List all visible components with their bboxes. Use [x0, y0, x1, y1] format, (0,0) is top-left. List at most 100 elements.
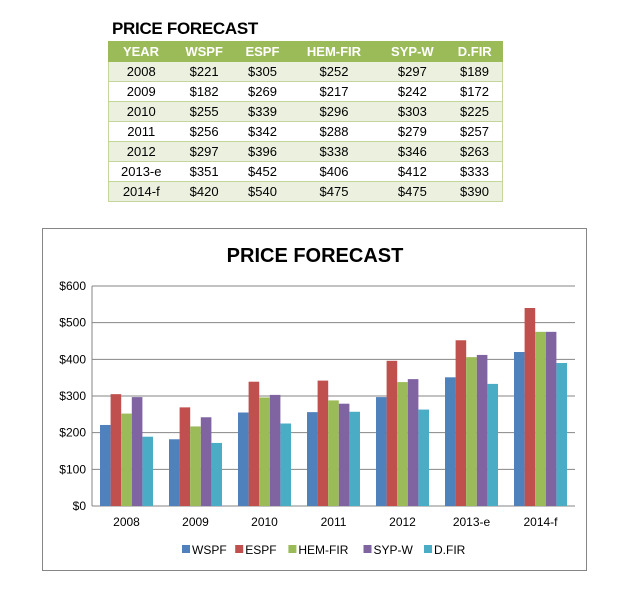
- x-tick-label: 2011: [321, 515, 347, 529]
- bar-espf: [524, 308, 536, 506]
- x-tick-label: 2010: [251, 515, 278, 529]
- table-row: 2010 $255 $339 $296 $303 $225: [107, 101, 503, 122]
- table-cell: $242: [377, 81, 447, 102]
- table-cell: $297: [173, 141, 235, 162]
- bar-syp-w: [407, 379, 419, 506]
- bar-wspf: [376, 397, 387, 506]
- table-cell: $305: [234, 61, 291, 82]
- table-cell: $257: [446, 121, 503, 142]
- bar-d-fir: [142, 436, 153, 506]
- column-header: WSPF: [173, 41, 236, 62]
- table-cell: $339: [234, 101, 291, 122]
- table-title: PRICE FORECAST: [112, 19, 258, 38]
- legend-swatch: [288, 545, 297, 553]
- table-cell: $475: [290, 181, 378, 202]
- table-cell: 2008: [107, 61, 174, 82]
- bar-wspf: [169, 439, 180, 506]
- bar-syp-w: [338, 403, 350, 506]
- column-header: HEM-FIR: [289, 41, 379, 62]
- table-cell: 2012: [107, 141, 174, 162]
- legend-swatch: [182, 545, 190, 553]
- table-cell: $338: [290, 141, 378, 162]
- bar-syp-w: [131, 397, 143, 506]
- table-cell: $255: [173, 101, 235, 122]
- column-header: YEAR: [107, 41, 175, 62]
- table-cell: $297: [377, 61, 447, 82]
- table-cell: $279: [377, 121, 447, 142]
- table-cell: $396: [234, 141, 291, 162]
- table-cell: $540: [234, 181, 291, 202]
- table-cell: $333: [446, 161, 503, 182]
- table-cell: $221: [173, 61, 235, 82]
- table-cell: $189: [446, 61, 503, 82]
- bar-hem-fir: [190, 426, 201, 506]
- bar-espf: [386, 360, 398, 506]
- table-cell: 2013-e: [107, 161, 174, 182]
- table-cell: $406: [290, 161, 378, 182]
- table-cell: $182: [173, 81, 235, 102]
- legend-label: SYP-W: [374, 543, 414, 557]
- table-cell: $412: [377, 161, 447, 182]
- table-cell: $252: [290, 61, 378, 82]
- bar-d-fir: [418, 409, 429, 506]
- bar-d-fir: [280, 423, 291, 506]
- table-cell: 2010: [107, 101, 174, 122]
- bar-wspf: [445, 377, 456, 506]
- table-cell: $269: [234, 81, 291, 102]
- y-tick-label: $200: [59, 426, 86, 440]
- legend-swatch: [363, 545, 372, 553]
- table-cell: $263: [446, 141, 503, 162]
- table-cell: $452: [234, 161, 291, 182]
- bar-espf: [248, 381, 260, 506]
- chart-title: PRICE FORECAST: [227, 245, 404, 267]
- table-cell: 2009: [107, 81, 174, 102]
- bar-d-fir: [349, 411, 360, 506]
- bar-wspf: [307, 412, 318, 506]
- bar-hem-fir: [259, 397, 270, 506]
- bar-hem-fir: [121, 413, 132, 506]
- bar-espf: [455, 340, 467, 506]
- table-cell: $296: [290, 101, 378, 122]
- table-cell: $225: [446, 101, 503, 122]
- table-cell: $390: [446, 181, 503, 202]
- bar-hem-fir: [328, 400, 339, 506]
- x-tick-label: 2014-f: [523, 515, 558, 529]
- table-cell: $172: [446, 81, 503, 102]
- column-header: ESPF: [234, 41, 291, 62]
- price-forecast-chart: PRICE FORECAST $0 $100 $200 $300 $400 $500 $600…: [42, 228, 587, 571]
- table-cell: $346: [377, 141, 447, 162]
- chart-svg: PRICE FORECAST $0 $100 $200 $300 $400 $500 $600…: [59, 245, 575, 557]
- y-tick-label: $400: [59, 352, 86, 366]
- bar-d-fir: [556, 363, 567, 506]
- legend-swatch: [424, 545, 432, 553]
- column-header: SYP-W: [377, 41, 448, 62]
- bar-d-fir: [487, 383, 498, 506]
- column-header: D.FIR: [446, 41, 503, 62]
- table-cell: 2014-f: [107, 181, 174, 202]
- bar-espf: [317, 380, 329, 506]
- bar-syp-w: [200, 417, 212, 506]
- bar-syp-w: [476, 354, 488, 506]
- table-row: 2011 $256 $342 $288 $279 $257: [107, 121, 503, 142]
- legend-label: HEM-FIR: [298, 543, 348, 557]
- bar-wspf: [514, 352, 525, 506]
- table-cell: $420: [173, 181, 235, 202]
- x-tick-label: 2012: [389, 515, 416, 529]
- bar-hem-fir: [535, 331, 546, 506]
- bar-d-fir: [211, 442, 222, 506]
- legend-label: D.FIR: [434, 543, 466, 557]
- table-cell: $342: [234, 121, 291, 142]
- x-tick-label: 2013-e: [453, 515, 491, 529]
- legend-label: ESPF: [245, 543, 276, 557]
- table-cell: $475: [377, 181, 447, 202]
- table-row: 2012 $297 $396 $338 $346 $263: [107, 141, 503, 162]
- bar-syp-w: [545, 331, 557, 506]
- x-tick-label: 2008: [113, 515, 140, 529]
- y-tick-label: $300: [59, 389, 86, 403]
- table-cell: $288: [290, 121, 378, 142]
- y-tick-label: $0: [73, 499, 87, 513]
- x-tick-label: 2009: [182, 515, 209, 529]
- table-cell: $351: [173, 161, 235, 182]
- legend-swatch: [235, 545, 244, 553]
- table-row: 2013-e $351 $452 $406 $412 $333: [107, 161, 503, 182]
